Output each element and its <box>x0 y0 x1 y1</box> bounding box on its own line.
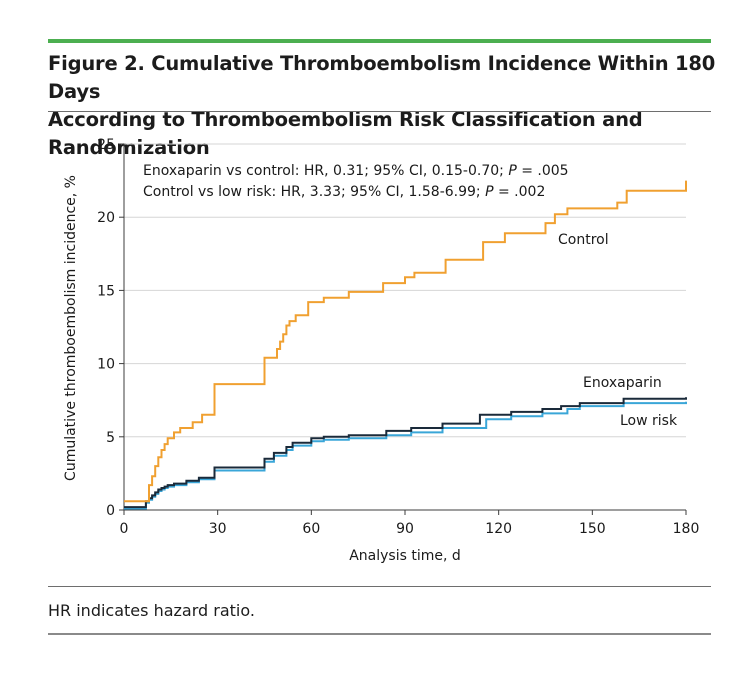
series-label-control: Control <box>558 232 609 248</box>
y-tick-label-15: 15 <box>97 283 115 299</box>
footnote: HR indicates hazard ratio. <box>48 601 255 620</box>
gridlines <box>124 143 686 438</box>
figure-title-line-2: According to Thromboembolism Risk Classi… <box>48 108 643 159</box>
annotation-line-2-prefix: Control vs low risk: HR, 3.33; 95% CI, 1… <box>143 184 485 200</box>
y-tick-label-25: 25 <box>97 137 115 153</box>
y-tick-label-20: 20 <box>97 210 115 226</box>
x-tick-label-120: 120 <box>485 521 512 537</box>
x-tick-label-30: 30 <box>209 521 227 537</box>
annotation-line-1-prefix: Enoxaparin vs control: HR, 0.31; 95% CI,… <box>143 163 508 179</box>
x-axis-label: Analysis time, d <box>349 548 461 564</box>
series-line-enoxaparin <box>124 397 687 509</box>
y-ticks: 0 5 10 15 20 25 <box>97 137 124 519</box>
y-tick-label-5: 5 <box>106 430 115 446</box>
annotation-line-1-p: P <box>508 163 517 179</box>
x-tick-label-90: 90 <box>396 521 414 537</box>
title-divider <box>48 111 711 112</box>
series-lines <box>124 180 687 510</box>
footnote-divider <box>48 586 711 587</box>
annotation-line-1-suffix: = .005 <box>517 163 569 179</box>
y-tick-label-10: 10 <box>97 357 115 373</box>
figure-title: Figure 2. Cumulative Thromboembolism Inc… <box>48 50 718 162</box>
series-label-low-risk: Low risk <box>620 413 678 429</box>
annotation-line-1: Enoxaparin vs control: HR, 0.31; 95% CI,… <box>143 163 569 179</box>
y-axis-label: Cumulative thromboembolism incidence, % <box>63 175 79 481</box>
annotation-line-2-p: P <box>485 184 494 200</box>
x-tick-label-60: 60 <box>302 521 320 537</box>
bottom-rule <box>48 633 711 635</box>
cumulative-incidence-chart: 0 5 10 15 20 25 0 30 60 90 120 150 180 Analysis tim… <box>63 137 700 564</box>
y-tick-label-0: 0 <box>106 503 115 519</box>
header-accent-rule <box>48 39 711 43</box>
series-line-low-risk <box>124 401 687 510</box>
series-label-enoxaparin: Enoxaparin <box>583 375 662 391</box>
series-line-control <box>124 180 687 503</box>
annotation-line-2-suffix: = .002 <box>494 184 546 200</box>
x-tick-label-180: 180 <box>673 521 700 537</box>
annotation-line-2: Control vs low risk: HR, 3.33; 95% CI, 1… <box>143 184 545 200</box>
x-tick-label-0: 0 <box>120 521 129 537</box>
figure-title-line-1: Figure 2. Cumulative Thromboembolism Inc… <box>48 52 716 103</box>
x-ticks: 0 30 60 90 120 150 180 <box>120 510 700 537</box>
x-tick-label-150: 150 <box>579 521 606 537</box>
